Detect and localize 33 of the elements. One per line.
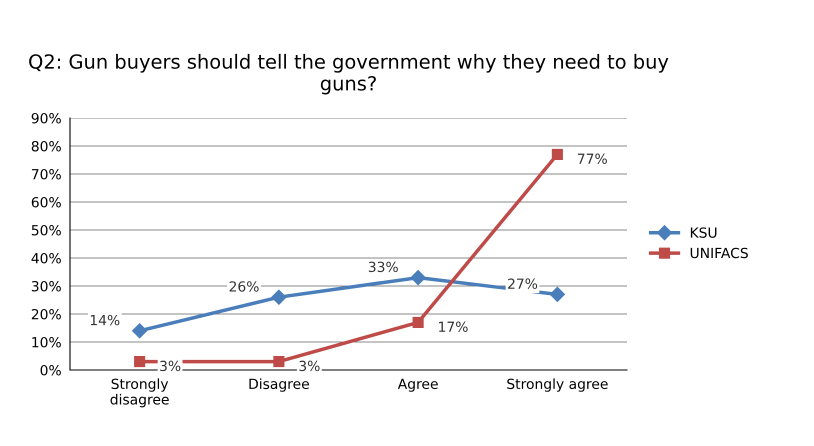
y-tick-label: 0%	[40, 364, 61, 376]
point	[550, 286, 565, 302]
point	[132, 323, 148, 338]
data-label: 27%	[508, 278, 538, 289]
data-label: 3%	[299, 360, 320, 372]
point	[134, 356, 146, 368]
y-tick-label: 70%	[32, 168, 61, 180]
data-label: 17%	[439, 321, 468, 332]
point	[412, 316, 424, 328]
chart-title: Q2: Gun buyers should tell the government why they need to buy guns?	[29, 54, 668, 94]
data-label: 77%	[578, 153, 607, 164]
point	[552, 148, 563, 160]
x-tick-label: Strongly agree	[507, 378, 608, 392]
y-tick-label: 40%	[31, 252, 61, 264]
data-label: 26%	[230, 281, 259, 292]
data-label: 3%	[160, 360, 180, 372]
x-tick-label: Strongly disagree	[110, 378, 169, 408]
y-tick-label: 60%	[32, 196, 61, 208]
legend-label: KSU	[690, 227, 716, 238]
data-label: 14%	[90, 314, 120, 326]
y-tick-label: 30%	[32, 280, 61, 292]
y-tick-label: 20%	[32, 308, 61, 320]
data-label: 33%	[368, 262, 398, 272]
x-tick-label: Agree	[398, 378, 438, 392]
point	[271, 290, 286, 305]
point	[273, 356, 284, 368]
y-tick-label: 90%	[32, 112, 61, 124]
x-tick-label: Disagree	[249, 378, 309, 392]
legend-label: UNIFACS	[690, 248, 748, 258]
y-tick-label: 80%	[32, 140, 61, 152]
y-tick-label: 50%	[32, 224, 61, 236]
y-tick-label: 10%	[32, 336, 61, 348]
point	[410, 270, 426, 286]
